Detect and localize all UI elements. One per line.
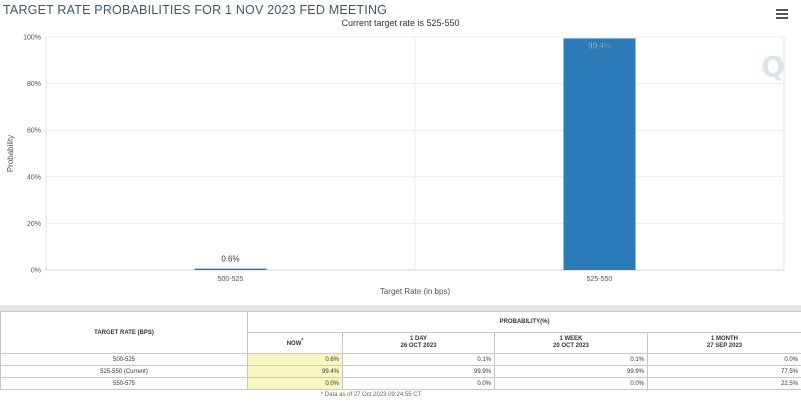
y-tick-label: 20% [27, 221, 41, 228]
target-rate-header: TARGET RATE (BPS) [0, 311, 248, 354]
bar [563, 38, 636, 271]
rate-cell: 525-550 (Current) [0, 365, 248, 378]
watermark-logo: Q [761, 50, 785, 83]
probability-table: TARGET RATE (BPS) PROBABILITY(%) NOW* 1 D… [0, 311, 801, 400]
chart-subtitle: Current target rate is 525-550 [341, 18, 460, 28]
probability-cell: 77.5% [647, 365, 801, 378]
bar-value-label: 99.4% [588, 41, 611, 50]
hamburger-menu-icon[interactable] [776, 9, 788, 19]
table-row: 500-525 0.6% 0.1% 0.1% 0.0% [0, 353, 801, 366]
column-header-date: 26 OCT 2023 [400, 343, 437, 349]
table-row: 525-550 (Current) 99.4% 99.9% 99.9% 77.5% [0, 365, 801, 378]
column-header-marker: * [301, 338, 304, 344]
now-probability-cell: 99.4% [247, 365, 343, 378]
chart-area: 0% 20% 40% 60% 80% 100% 500-525 0.6% 525-550 99.4… [3, 3, 788, 297]
now-probability-cell: 0.0% [247, 377, 343, 390]
column-header-name: NOW* [286, 338, 304, 347]
probability-chart: 0% 20% 40% 60% 80% 100% 500-525 0.6% 525-550 99.4… [6, 35, 785, 297]
column-header-name: 1 DAY [409, 336, 428, 342]
rate-cell: 550-575 [0, 377, 248, 390]
probability-cell: 0.1% [342, 353, 495, 366]
bar-value-label: 0.6% [221, 255, 239, 264]
footnote-spacer [1, 390, 248, 401]
probability-cell: 0.1% [494, 353, 648, 366]
section-divider [0, 305, 801, 311]
x-tick-label: 500-525 [218, 276, 244, 283]
probability-header: PROBABILITY(%) [247, 311, 801, 333]
column-header-date: 20 OCT 2023 [552, 343, 590, 349]
column-header-date: 27 SEP 2023 [706, 343, 743, 349]
rate-cell: 500-525 [0, 353, 248, 366]
probability-cell: 0.0% [647, 353, 801, 366]
column-header: NOW* [247, 332, 343, 354]
y-axis-title: Probability [6, 135, 15, 172]
column-header: 1 MONTH 27 SEP 2023 [647, 332, 801, 354]
probability-cell: 22.5% [647, 377, 801, 390]
x-axis-title: Target Rate (in bps) [380, 287, 451, 296]
table-row: 550-575 0.0% 0.0% 0.0% 22.5% [0, 377, 801, 390]
y-tick-label: 0% [31, 268, 41, 275]
column-header-name: 1 MONTH [711, 336, 738, 342]
footnote: * Data as of 27 Oct 2023 09:24:55 CT [320, 392, 422, 398]
probability-cell: 99.9% [494, 365, 648, 378]
chart-title: TARGET RATE PROBABILITIES FOR 1 NOV 2023… [3, 3, 388, 17]
y-tick-label: 100% [23, 35, 41, 42]
now-probability-cell: 0.6% [247, 353, 343, 366]
footnote-row: * Data as of 27 Oct 2023 09:24:55 CT [1, 390, 801, 401]
y-tick-label: 40% [27, 174, 41, 181]
y-tick-label: 60% [27, 128, 41, 135]
y-tick-label: 80% [27, 81, 41, 88]
column-header-name: 1 WEEK [559, 336, 583, 342]
probability-cell: 99.9% [342, 365, 495, 378]
probability-cell: 0.0% [494, 377, 648, 390]
column-header: 1 DAY 26 OCT 2023 [342, 332, 495, 354]
probability-cell: 0.0% [342, 377, 495, 390]
bar [194, 268, 267, 270]
x-tick-label: 525-550 [587, 276, 613, 283]
column-header: 1 WEEK 20 OCT 2023 [494, 332, 648, 354]
